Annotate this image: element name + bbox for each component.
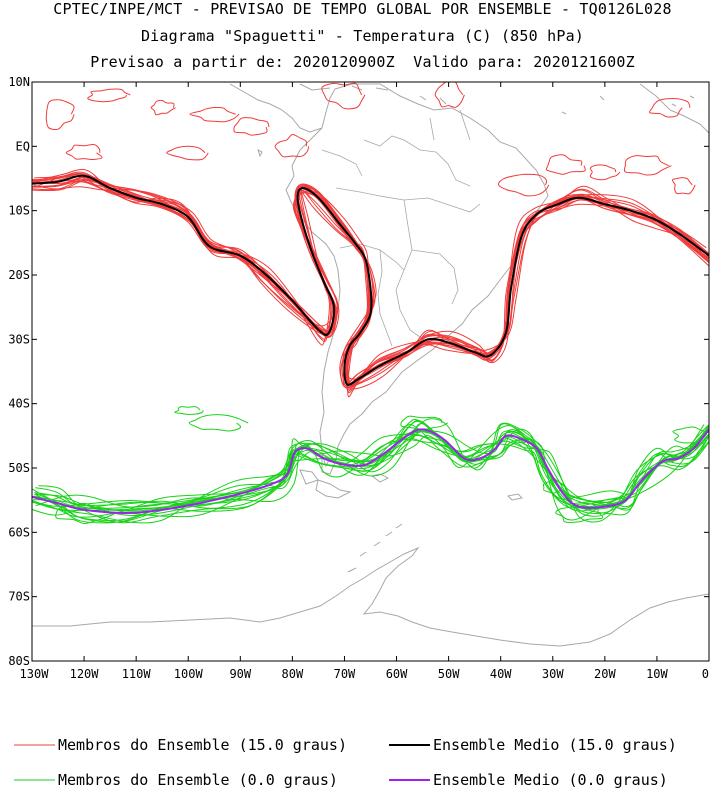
member-15-blob xyxy=(189,106,240,123)
lon-label-20w: 20W xyxy=(594,667,616,681)
member-15-blob xyxy=(623,155,672,176)
lon-label-100w: 100W xyxy=(174,667,204,681)
member-0-16 xyxy=(35,425,704,521)
mean-0-layer xyxy=(32,428,709,515)
member-15-blob xyxy=(434,82,465,108)
member-15-blob xyxy=(150,99,176,116)
mean-15-layer xyxy=(32,174,709,386)
lat-label-70s: 70S xyxy=(8,590,30,604)
lon-label-0: 0 xyxy=(702,667,709,681)
legend-mean-0-label: Ensemble Medio (0.0 graus) xyxy=(433,771,668,789)
member-15-blob xyxy=(545,154,586,175)
lon-label-30w: 30W xyxy=(542,667,564,681)
member-15-blob xyxy=(497,173,550,197)
member-15-2 xyxy=(33,179,709,392)
lon-label-120w: 120W xyxy=(70,667,100,681)
member-0-15 xyxy=(35,418,709,524)
member-0-blob xyxy=(400,415,448,431)
lat-label-eq: EQ xyxy=(16,139,30,153)
member-15-blob xyxy=(45,99,75,131)
lon-label-130w: 130W xyxy=(20,667,50,681)
lat-label-50s: 50S xyxy=(8,461,30,475)
member-0-blob xyxy=(542,479,567,494)
member-15-blob xyxy=(65,144,103,161)
lon-label-70w: 70W xyxy=(334,667,356,681)
title-line-2: Diagrama "Spaguetti" - Temperatura (C) (… xyxy=(140,27,585,45)
member-15-5 xyxy=(33,169,707,380)
mean-15 xyxy=(32,174,709,386)
member-0-blob xyxy=(55,502,117,525)
lat-label-60s: 60S xyxy=(8,525,30,539)
member-0-4 xyxy=(32,423,709,517)
antarctica-coast xyxy=(32,546,709,647)
member-0-blob xyxy=(188,414,249,432)
member-0-13 xyxy=(35,424,709,518)
country-borders xyxy=(321,109,481,347)
legend-mean-15-label: Ensemble Medio (15.0 graus) xyxy=(433,736,677,754)
member-15-blob xyxy=(274,133,310,158)
axis-ticks xyxy=(31,81,710,662)
member-15-blob xyxy=(589,164,621,181)
lon-label-60w: 60W xyxy=(386,667,408,681)
tierra-del-fuego xyxy=(299,453,352,499)
antarctic-islands xyxy=(347,523,403,573)
lon-label-10w: 10W xyxy=(646,667,668,681)
latitude-labels: 10N EQ 10S 20S 30S 40S 50S 60S 70S 80S xyxy=(8,75,30,668)
member-15-blob xyxy=(233,117,270,136)
falkland-islands xyxy=(370,473,390,483)
member-0-10 xyxy=(32,418,705,524)
member-0-6 xyxy=(34,429,709,510)
member-0-blob xyxy=(672,426,709,444)
member-15-8 xyxy=(32,179,709,390)
member-15-16 xyxy=(32,178,709,388)
member-15-blob xyxy=(87,88,131,103)
lat-label-10n: 10N xyxy=(8,75,30,89)
member-0-blob xyxy=(174,406,204,415)
title-line-1: CPTEC/INPE/MCT - PREVISAO DE TEMPO GLOBA… xyxy=(53,0,672,18)
member-15-10 xyxy=(33,181,709,394)
atlantic-islands xyxy=(561,95,695,115)
central-america xyxy=(229,83,331,133)
member-0-9 xyxy=(32,422,709,523)
lon-label-90w: 90W xyxy=(229,667,251,681)
legend-members-15-label: Membros do Ensemble (15.0 graus) xyxy=(58,736,347,754)
lon-label-40w: 40W xyxy=(490,667,512,681)
galapagos xyxy=(257,149,263,158)
lon-label-50w: 50W xyxy=(438,667,460,681)
member-15-blob xyxy=(671,177,696,195)
lon-label-80w: 80W xyxy=(282,667,304,681)
map-frame xyxy=(31,81,710,662)
south-georgia xyxy=(506,493,524,501)
lat-label-40s: 40S xyxy=(8,397,30,411)
title-line-3: Previsao a partir de: 2020120900Z Valido… xyxy=(90,53,635,71)
lon-label-110w: 110W xyxy=(122,667,152,681)
member-0-1 xyxy=(35,434,709,512)
africa-coast xyxy=(639,83,709,134)
member-0-blob xyxy=(555,503,604,523)
legend: Membros do Ensemble (15.0 graus) Ensembl… xyxy=(14,736,677,789)
longitude-labels: 130W 120W 110W 100W 90W 80W 70W 60W 50W 40W 30W 20W… xyxy=(20,667,709,681)
lat-label-80s: 80S xyxy=(8,654,30,668)
caribbean-islands xyxy=(351,85,447,105)
member-15-blob xyxy=(166,145,209,161)
lat-label-20s: 20S xyxy=(8,268,30,282)
member-15-blob xyxy=(649,97,691,118)
member-15-blob xyxy=(321,82,366,110)
lat-label-10s: 10S xyxy=(8,204,30,218)
legend-members-0-label: Membros do Ensemble (0.0 graus) xyxy=(58,771,338,789)
lat-label-30s: 30S xyxy=(8,332,30,346)
mean-0 xyxy=(32,428,709,515)
members-15-layer xyxy=(32,82,709,398)
